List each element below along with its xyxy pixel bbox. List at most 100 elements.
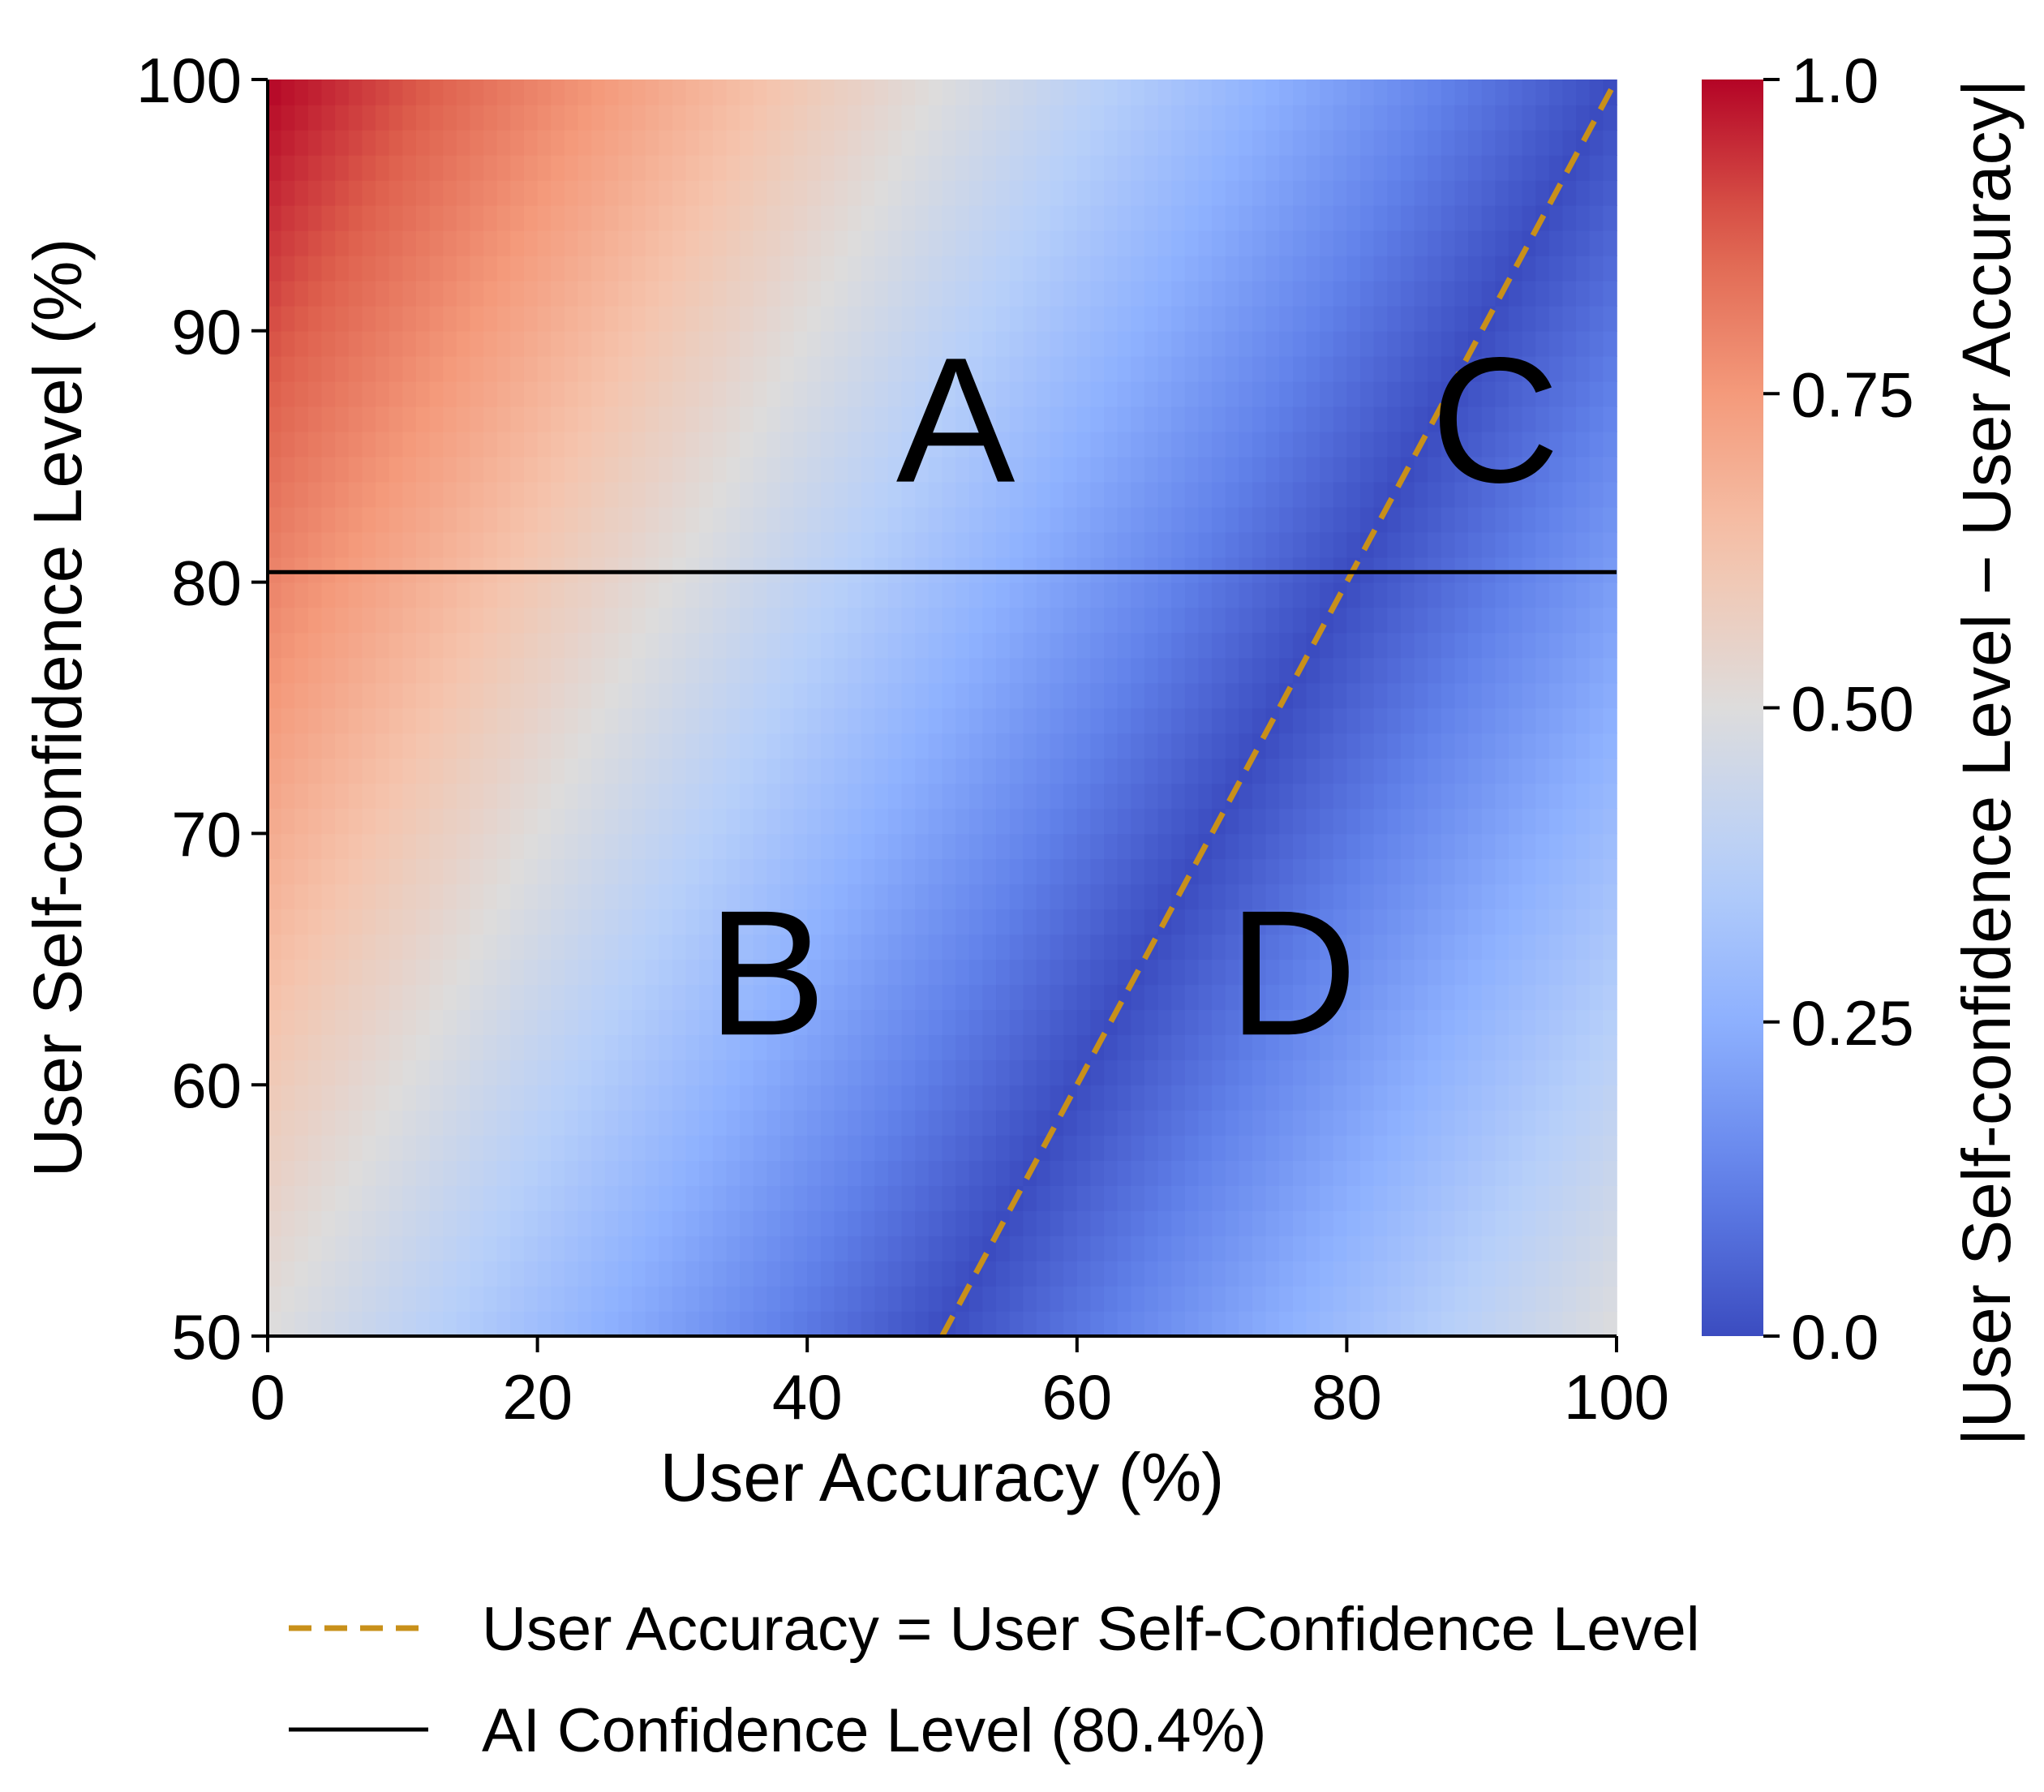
heatmap-cell	[1009, 80, 1024, 105]
heatmap-cell	[376, 1311, 390, 1337]
heatmap-cell	[1239, 959, 1253, 986]
heatmap-cell	[376, 657, 390, 684]
heatmap-cell	[1198, 1085, 1213, 1111]
heatmap-cell	[820, 531, 835, 558]
heatmap-cell	[982, 733, 997, 759]
heatmap-cell	[848, 1311, 862, 1337]
heatmap-cell	[443, 1160, 457, 1186]
heatmap-cell	[1508, 1235, 1523, 1261]
heatmap-cell	[1387, 230, 1402, 256]
heatmap-cell	[483, 1059, 498, 1085]
heatmap-cell	[1090, 934, 1105, 960]
heatmap-cell	[1265, 104, 1281, 131]
heatmap-cell	[389, 1059, 404, 1085]
heatmap-cell	[1454, 909, 1469, 935]
heatmap-cell	[766, 80, 781, 105]
heatmap-cell	[456, 909, 471, 935]
heatmap-cell	[1063, 230, 1078, 256]
heatmap-cell	[1576, 783, 1591, 810]
heatmap-cell	[1468, 406, 1483, 432]
heatmap-cell	[389, 1009, 404, 1036]
heatmap-cell	[1184, 1034, 1200, 1061]
heatmap-cell	[1036, 1235, 1051, 1261]
heatmap-cell	[915, 330, 930, 357]
heatmap-cell	[1131, 1085, 1145, 1111]
heatmap-cell	[848, 1210, 862, 1236]
heatmap-cell	[726, 230, 741, 256]
heatmap-cell	[294, 934, 309, 960]
heatmap-cell	[1184, 330, 1200, 357]
heatmap-cell	[632, 1034, 646, 1061]
heatmap-cell	[1198, 657, 1213, 684]
heatmap-cell	[928, 883, 943, 910]
heatmap-cell	[1225, 733, 1240, 759]
heatmap-cell	[1225, 506, 1240, 533]
heatmap-cell	[1117, 305, 1132, 332]
heatmap-cell	[699, 984, 714, 1011]
heatmap-cell	[335, 431, 350, 458]
heatmap-cell	[1548, 833, 1564, 860]
heatmap-cell	[1414, 481, 1428, 508]
heatmap-cell	[955, 456, 970, 483]
heatmap-cell	[1603, 506, 1617, 533]
heatmap-cell	[1225, 1059, 1240, 1085]
heatmap-cell	[335, 204, 350, 231]
heatmap-cell	[968, 230, 984, 256]
heatmap-cell	[1306, 883, 1320, 910]
heatmap-cell	[1508, 557, 1523, 583]
heatmap-cell	[1428, 557, 1442, 583]
heatmap-cell	[389, 883, 404, 910]
heatmap-cell	[807, 355, 822, 382]
heatmap-cell	[874, 1160, 889, 1186]
heatmap-cell	[915, 1261, 930, 1287]
heatmap-cell	[1023, 582, 1037, 608]
heatmap-cell	[996, 783, 1011, 810]
heatmap-cell	[901, 431, 917, 458]
heatmap-cell	[928, 456, 943, 483]
heatmap-cell	[1184, 380, 1200, 407]
heatmap-cell	[1441, 481, 1456, 508]
heatmap-cell	[389, 230, 404, 256]
heatmap-cell	[591, 758, 606, 784]
heatmap-cell	[1252, 531, 1267, 558]
heatmap-cell	[874, 305, 889, 332]
heatmap-cell	[740, 406, 754, 432]
heatmap-cell	[1157, 1235, 1173, 1261]
heatmap-cell	[591, 1135, 606, 1161]
heatmap-cell	[1535, 783, 1550, 810]
heatmap-cell	[1333, 1034, 1348, 1061]
heatmap-cell	[874, 531, 889, 558]
heatmap-cell	[1428, 833, 1442, 860]
heatmap-cell	[389, 531, 404, 558]
heatmap-cell	[1212, 531, 1226, 558]
heatmap-cell	[1333, 1286, 1348, 1312]
heatmap-cell	[321, 909, 336, 935]
heatmap-cell	[1576, 506, 1591, 533]
heatmap-cell	[496, 1235, 512, 1261]
heatmap-cell	[307, 230, 323, 256]
heatmap-cell	[672, 80, 687, 105]
heatmap-cell	[982, 1185, 997, 1211]
heatmap-cell	[1414, 456, 1428, 483]
heatmap-cell	[699, 380, 714, 407]
heatmap-cell	[740, 808, 754, 835]
heatmap-cell	[1454, 858, 1469, 885]
heatmap-cell	[496, 230, 512, 256]
heatmap-cell	[1009, 582, 1024, 608]
heatmap-cell	[389, 984, 404, 1011]
heatmap-cell	[376, 531, 390, 558]
heatmap-cell	[268, 154, 282, 181]
heatmap-cell	[928, 280, 943, 307]
heatmap-cell	[1225, 104, 1240, 131]
heatmap-cell	[335, 733, 350, 759]
heatmap-cell	[1009, 1135, 1024, 1161]
heatmap-cell	[699, 406, 714, 432]
heatmap-cell	[807, 934, 822, 960]
heatmap-cell	[928, 1311, 943, 1337]
heatmap-cell	[470, 934, 484, 960]
heatmap-cell	[1387, 1085, 1402, 1111]
heatmap-cell	[402, 733, 417, 759]
heatmap-cell	[578, 1286, 592, 1312]
heatmap-cell	[820, 1059, 835, 1085]
heatmap-cell	[1589, 959, 1604, 986]
